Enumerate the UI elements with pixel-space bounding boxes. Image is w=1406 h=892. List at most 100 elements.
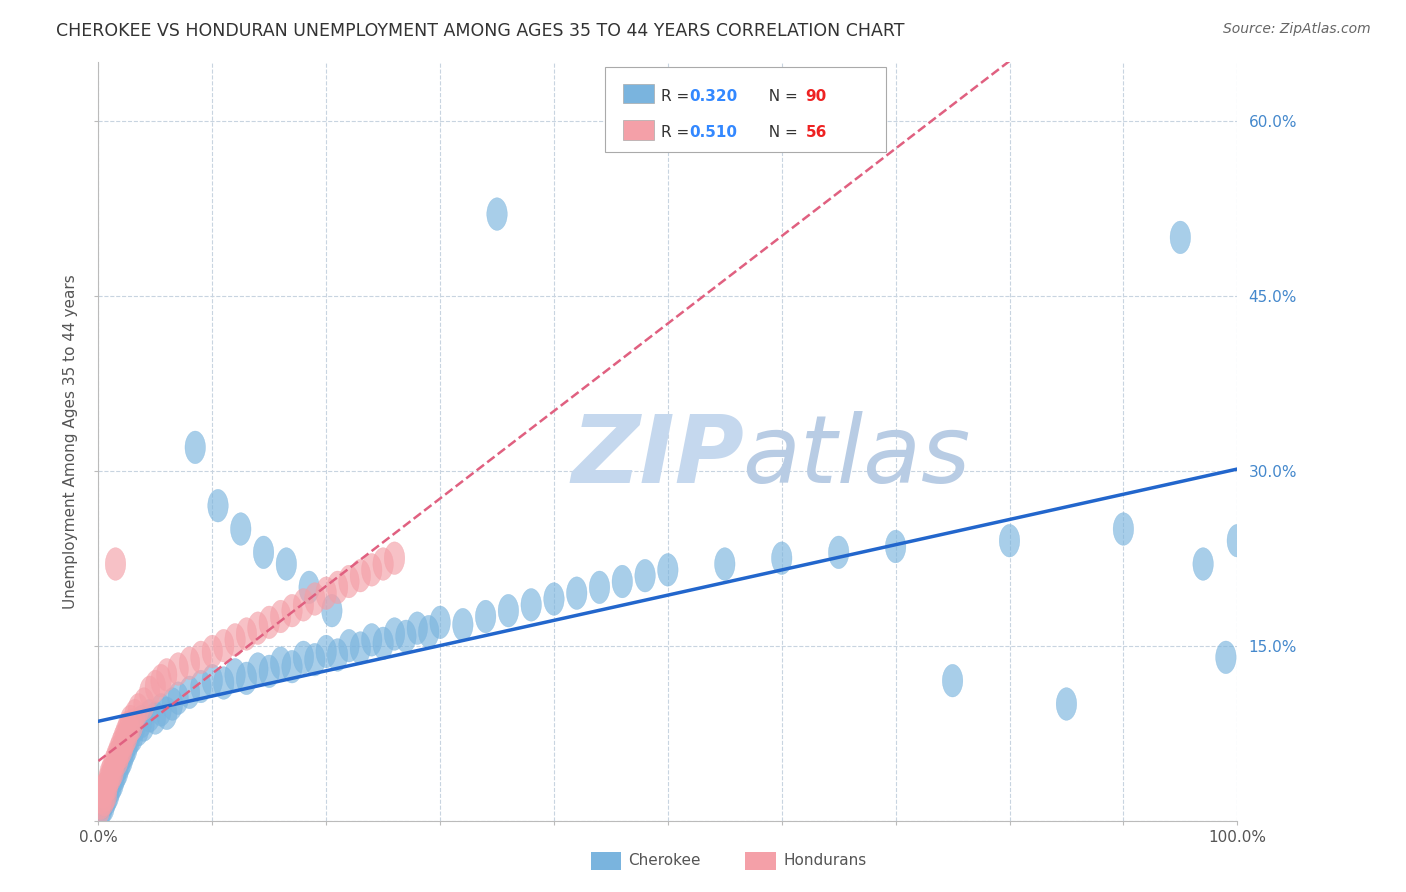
Text: N =: N = <box>759 126 803 140</box>
Ellipse shape <box>110 737 131 769</box>
Ellipse shape <box>384 617 405 650</box>
Ellipse shape <box>294 641 314 673</box>
Ellipse shape <box>299 571 319 604</box>
Ellipse shape <box>117 721 138 753</box>
Text: R =: R = <box>661 89 695 103</box>
Ellipse shape <box>111 740 131 772</box>
Ellipse shape <box>350 559 371 592</box>
Ellipse shape <box>1216 641 1236 673</box>
Ellipse shape <box>107 740 127 772</box>
Text: 0.510: 0.510 <box>689 126 737 140</box>
Ellipse shape <box>120 717 141 749</box>
Ellipse shape <box>93 787 114 820</box>
Ellipse shape <box>90 787 111 820</box>
Ellipse shape <box>270 600 291 632</box>
Text: N =: N = <box>759 89 803 103</box>
Ellipse shape <box>98 764 120 797</box>
Ellipse shape <box>145 702 166 734</box>
Ellipse shape <box>139 676 160 708</box>
Ellipse shape <box>828 536 849 569</box>
Ellipse shape <box>886 530 905 563</box>
Ellipse shape <box>162 688 183 721</box>
Ellipse shape <box>236 662 257 695</box>
Ellipse shape <box>328 639 347 672</box>
Ellipse shape <box>104 746 125 779</box>
Ellipse shape <box>316 635 336 668</box>
Ellipse shape <box>373 627 394 660</box>
Ellipse shape <box>131 706 152 738</box>
Ellipse shape <box>120 714 139 746</box>
Ellipse shape <box>361 624 382 657</box>
Ellipse shape <box>373 548 394 581</box>
Ellipse shape <box>98 779 120 812</box>
Ellipse shape <box>236 617 257 650</box>
Ellipse shape <box>134 688 155 721</box>
Ellipse shape <box>202 665 222 697</box>
Ellipse shape <box>636 559 655 592</box>
Ellipse shape <box>101 764 122 797</box>
Ellipse shape <box>107 756 128 788</box>
Ellipse shape <box>97 775 118 808</box>
Ellipse shape <box>150 693 172 726</box>
Ellipse shape <box>122 721 143 753</box>
Text: Hondurans: Hondurans <box>783 854 866 868</box>
Ellipse shape <box>214 630 233 662</box>
Ellipse shape <box>100 769 120 802</box>
Ellipse shape <box>108 746 129 779</box>
Ellipse shape <box>214 666 233 699</box>
Ellipse shape <box>276 548 297 581</box>
Ellipse shape <box>101 760 121 793</box>
Ellipse shape <box>225 658 245 691</box>
Ellipse shape <box>107 752 127 784</box>
Ellipse shape <box>107 744 128 776</box>
Ellipse shape <box>118 723 138 756</box>
Ellipse shape <box>96 772 115 805</box>
Ellipse shape <box>180 676 200 708</box>
Ellipse shape <box>91 781 112 814</box>
Ellipse shape <box>305 582 325 615</box>
Ellipse shape <box>658 554 678 586</box>
Ellipse shape <box>108 734 129 767</box>
Ellipse shape <box>114 723 134 756</box>
Ellipse shape <box>772 541 792 574</box>
Ellipse shape <box>114 737 135 769</box>
Ellipse shape <box>281 650 302 683</box>
Ellipse shape <box>316 577 336 609</box>
Text: CHEROKEE VS HONDURAN UNEMPLOYMENT AMONG AGES 35 TO 44 YEARS CORRELATION CHART: CHEROKEE VS HONDURAN UNEMPLOYMENT AMONG … <box>56 22 904 40</box>
Ellipse shape <box>122 708 143 741</box>
Ellipse shape <box>156 697 177 730</box>
Ellipse shape <box>339 566 359 598</box>
Ellipse shape <box>1227 524 1247 557</box>
Ellipse shape <box>104 757 125 790</box>
Y-axis label: Unemployment Among Ages 35 to 44 years: Unemployment Among Ages 35 to 44 years <box>63 274 79 609</box>
Ellipse shape <box>100 757 120 790</box>
Ellipse shape <box>115 717 136 749</box>
Ellipse shape <box>103 767 124 799</box>
Ellipse shape <box>125 711 145 744</box>
Ellipse shape <box>567 577 586 609</box>
Text: 90: 90 <box>806 89 827 103</box>
Ellipse shape <box>202 635 222 668</box>
Ellipse shape <box>1192 548 1213 581</box>
Ellipse shape <box>247 612 269 645</box>
Ellipse shape <box>111 729 131 761</box>
Ellipse shape <box>270 647 291 680</box>
Ellipse shape <box>134 708 155 741</box>
Ellipse shape <box>498 594 519 627</box>
Ellipse shape <box>186 431 205 464</box>
Text: Cherokee: Cherokee <box>628 854 702 868</box>
Ellipse shape <box>167 653 188 685</box>
Ellipse shape <box>128 714 149 746</box>
Ellipse shape <box>208 490 228 522</box>
Ellipse shape <box>156 658 177 691</box>
Ellipse shape <box>191 641 211 673</box>
Ellipse shape <box>328 571 347 604</box>
Ellipse shape <box>139 699 160 732</box>
Ellipse shape <box>589 571 610 604</box>
Text: 0.320: 0.320 <box>689 89 737 103</box>
Ellipse shape <box>117 732 138 764</box>
Ellipse shape <box>150 665 172 697</box>
Ellipse shape <box>1170 221 1191 253</box>
Ellipse shape <box>112 732 132 764</box>
Text: atlas: atlas <box>742 411 970 502</box>
